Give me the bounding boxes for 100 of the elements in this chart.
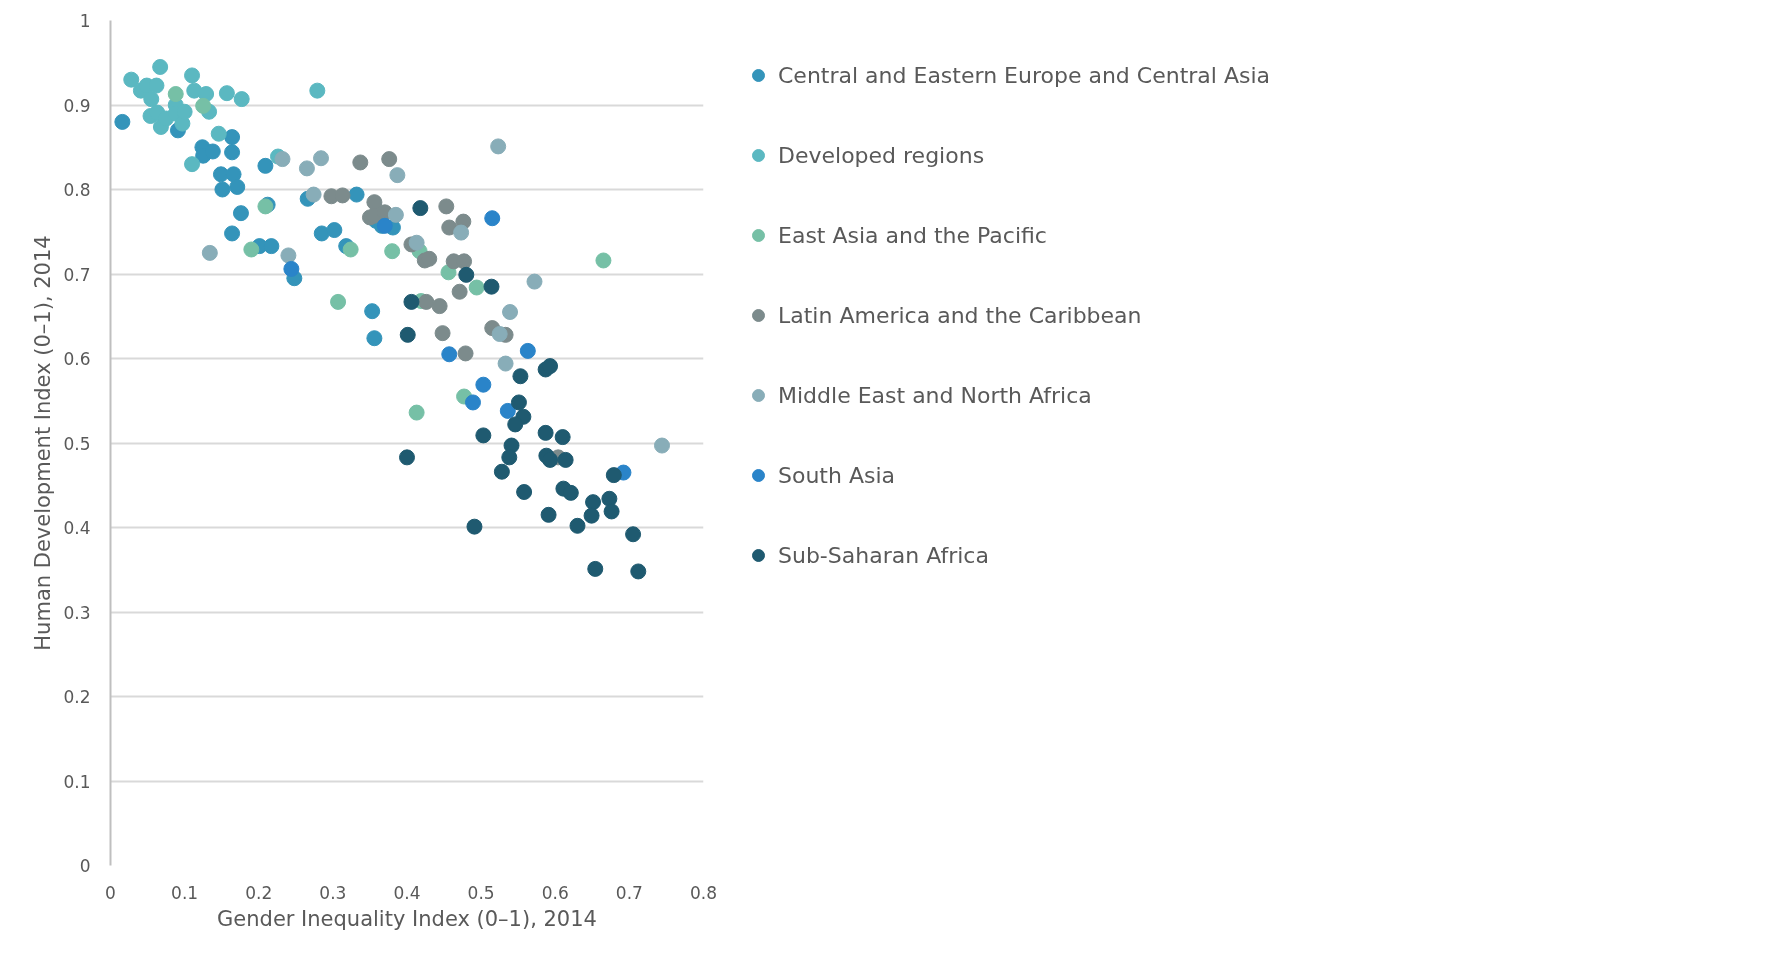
point [114,113,131,130]
point [224,225,241,242]
point [490,138,507,155]
point [184,156,201,173]
point [483,278,500,295]
point [466,518,483,535]
point [384,243,401,260]
point [243,241,260,258]
legend-label: Latin America and the Caribbean [778,302,1142,328]
point [542,451,559,468]
y-tick-label: 0.2 [63,687,91,707]
legend-label: South Asia [778,462,896,488]
point [381,151,398,168]
point [408,234,425,251]
point [348,186,365,203]
point [305,186,322,203]
point [167,86,184,102]
point [389,167,406,184]
y-tick-label: 0.4 [63,518,91,538]
point [326,222,343,239]
point [280,247,297,264]
point [210,125,227,142]
point [653,437,670,454]
point [399,326,416,343]
y-tick-label: 0 [79,856,91,876]
point [257,157,274,174]
point [283,260,300,277]
point [603,503,620,520]
point [475,427,492,444]
point [352,154,369,171]
point [605,467,622,484]
point [585,494,602,511]
x-tick-label: 0 [105,882,116,903]
point [123,71,140,88]
point [493,463,510,480]
legend-label: Middle East and North Africa [778,382,1092,408]
point [224,129,241,146]
x-tick-label: 0.1 [171,882,199,903]
x-tick-label: 0.5 [467,882,495,903]
legend-label: Sub-Saharan Africa [778,542,989,568]
point [491,326,508,342]
y-tick-label: 0.8 [63,180,91,200]
y-tick-label: 0.3 [63,602,91,623]
legend-label: Central and Eastern Europe and Central Asia [778,62,1271,88]
point [342,241,359,258]
point [457,345,474,362]
point [540,506,557,523]
legend-label: East Asia and the Pacific [778,222,1047,248]
point [516,484,533,500]
point [451,283,468,300]
x-tick-label: 0.8 [689,882,718,903]
point [510,394,527,411]
point [625,526,642,543]
point [233,91,250,108]
point [298,160,315,177]
point [225,166,242,183]
point [418,293,435,310]
point [313,225,330,242]
point [408,404,425,421]
point [441,346,458,363]
point [601,490,618,507]
x-tick-label: 0.2 [245,882,273,903]
point [232,205,249,222]
point [569,517,586,534]
y-tick-label: 0.7 [63,264,91,285]
point [214,181,231,198]
point [224,144,241,161]
point [630,563,647,580]
y-tick-label: 0.5 [63,433,91,454]
x-tick-label: 0.6 [541,882,569,903]
point [330,293,347,310]
y-tick-label: 0.6 [63,349,91,369]
point [403,293,420,310]
point [484,210,501,227]
point [519,342,536,359]
point [554,429,571,446]
point [399,449,415,466]
point [507,416,524,433]
point [364,303,381,320]
point [387,206,404,223]
point [195,97,212,114]
point [184,67,201,84]
point [438,198,455,215]
point [412,200,429,217]
point [526,273,543,290]
y-axis-title: Human Development Index (0–1), 2014 [31,235,56,651]
point [497,355,514,372]
point [464,394,481,411]
point [583,507,600,524]
point [309,82,326,99]
x-tick-label: 0.4 [393,882,421,903]
point [334,187,351,204]
point [537,424,554,441]
point [212,166,229,183]
point [143,91,160,108]
point [229,178,246,195]
point [431,298,448,315]
point [557,451,574,468]
point [499,402,516,419]
point [152,58,169,75]
